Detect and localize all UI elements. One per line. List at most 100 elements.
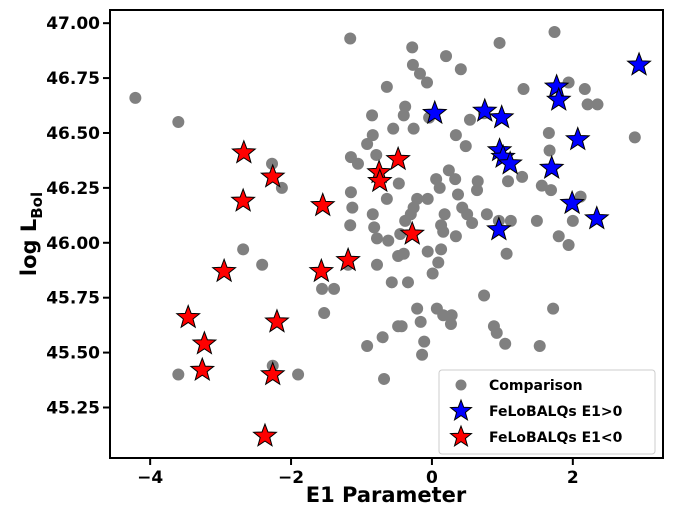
star-point <box>367 167 393 193</box>
circle-point <box>172 368 185 381</box>
circle-point <box>552 230 565 243</box>
circle-point <box>466 217 479 230</box>
circle-point <box>406 58 419 71</box>
circle-point <box>344 219 357 232</box>
legend-label: FeLoBALQs E1<0 <box>489 430 623 446</box>
circle-point <box>493 36 506 49</box>
circle-point <box>421 192 434 205</box>
circle-point <box>544 184 557 197</box>
circle-point <box>478 289 491 302</box>
y-tick-label: 45.25 <box>46 398 100 418</box>
circle-point <box>454 63 467 76</box>
circle-point <box>530 214 543 227</box>
star-point <box>559 189 585 215</box>
circle-point <box>399 214 412 227</box>
circle-point <box>542 126 555 139</box>
star-point <box>231 139 257 164</box>
circle-point <box>578 83 591 96</box>
circle-point <box>452 188 465 201</box>
circle-point <box>361 137 374 150</box>
circle-point <box>426 267 439 280</box>
circle-point <box>628 131 641 144</box>
series-group <box>421 51 652 241</box>
circle-point <box>449 129 462 142</box>
circle-point <box>387 122 400 135</box>
legend-label: FeLoBALQs E1>0 <box>489 404 623 420</box>
circle-point <box>392 249 405 262</box>
star-point <box>252 422 278 447</box>
star-point <box>335 246 361 272</box>
circle-point <box>392 177 405 190</box>
star-point <box>189 356 216 382</box>
star-point <box>545 86 572 111</box>
circle-point <box>535 179 548 192</box>
star-point <box>584 205 610 230</box>
circle-point <box>566 214 579 227</box>
circle-point <box>129 91 142 104</box>
circle-point <box>366 129 379 142</box>
x-axis-label: E1 Parameter <box>306 483 467 507</box>
star-point <box>538 154 565 179</box>
star-point <box>191 330 218 355</box>
circle-point <box>416 348 429 361</box>
circle-point <box>444 318 457 331</box>
circle-point <box>397 109 410 122</box>
circle-point <box>370 258 383 271</box>
circle-point <box>500 247 513 260</box>
circle-point <box>413 67 426 80</box>
circle-point <box>380 80 393 93</box>
circle-point <box>421 245 434 258</box>
star-point <box>309 192 336 217</box>
circle-point <box>378 372 391 385</box>
star-point <box>543 73 570 98</box>
circle-point <box>368 221 381 234</box>
circle-point <box>366 208 379 221</box>
x-tick-label: −2 <box>278 468 304 488</box>
star-point <box>308 257 335 283</box>
circle-point <box>471 175 484 188</box>
circle-point <box>432 256 445 269</box>
circle-point <box>440 50 453 63</box>
circle-point <box>346 201 359 214</box>
star-point <box>449 424 473 448</box>
legend-box <box>438 369 656 455</box>
y-tick-label: 46.50 <box>46 124 100 144</box>
circle-point <box>449 230 462 243</box>
star-point <box>399 220 425 245</box>
circle-point <box>516 170 529 183</box>
circle-point <box>256 258 269 271</box>
circle-point <box>490 326 503 339</box>
circle-point <box>591 98 604 111</box>
star-point <box>385 145 411 171</box>
star-point <box>449 398 473 422</box>
y-tick-label: 46.25 <box>46 179 100 199</box>
star-point <box>259 163 286 188</box>
x-tick-label: 0 <box>426 468 438 488</box>
circle-point <box>442 164 455 177</box>
circle-point <box>344 186 357 199</box>
circle-point <box>361 340 374 352</box>
circle-point <box>172 116 185 128</box>
circle-point <box>351 157 364 170</box>
star-point <box>488 104 515 129</box>
star-point <box>211 257 237 283</box>
circle-point <box>438 208 451 221</box>
circle-point <box>366 109 379 122</box>
star-point <box>626 51 652 76</box>
y-tick-label: 47.00 <box>46 14 100 34</box>
circle-point <box>437 309 450 322</box>
circle-point <box>406 41 419 54</box>
star-point <box>264 308 290 333</box>
circle-point <box>502 175 515 188</box>
star-point <box>564 126 591 151</box>
star-point <box>230 187 256 212</box>
y-axis-label: log LBol <box>17 192 46 276</box>
x-tick-label: −4 <box>137 468 163 488</box>
circle-point <box>517 83 530 96</box>
series-group <box>129 25 641 385</box>
y-tick-label: 46.00 <box>46 234 100 254</box>
circle-point <box>445 309 458 322</box>
circle-point <box>382 234 395 247</box>
star-point <box>497 150 523 175</box>
